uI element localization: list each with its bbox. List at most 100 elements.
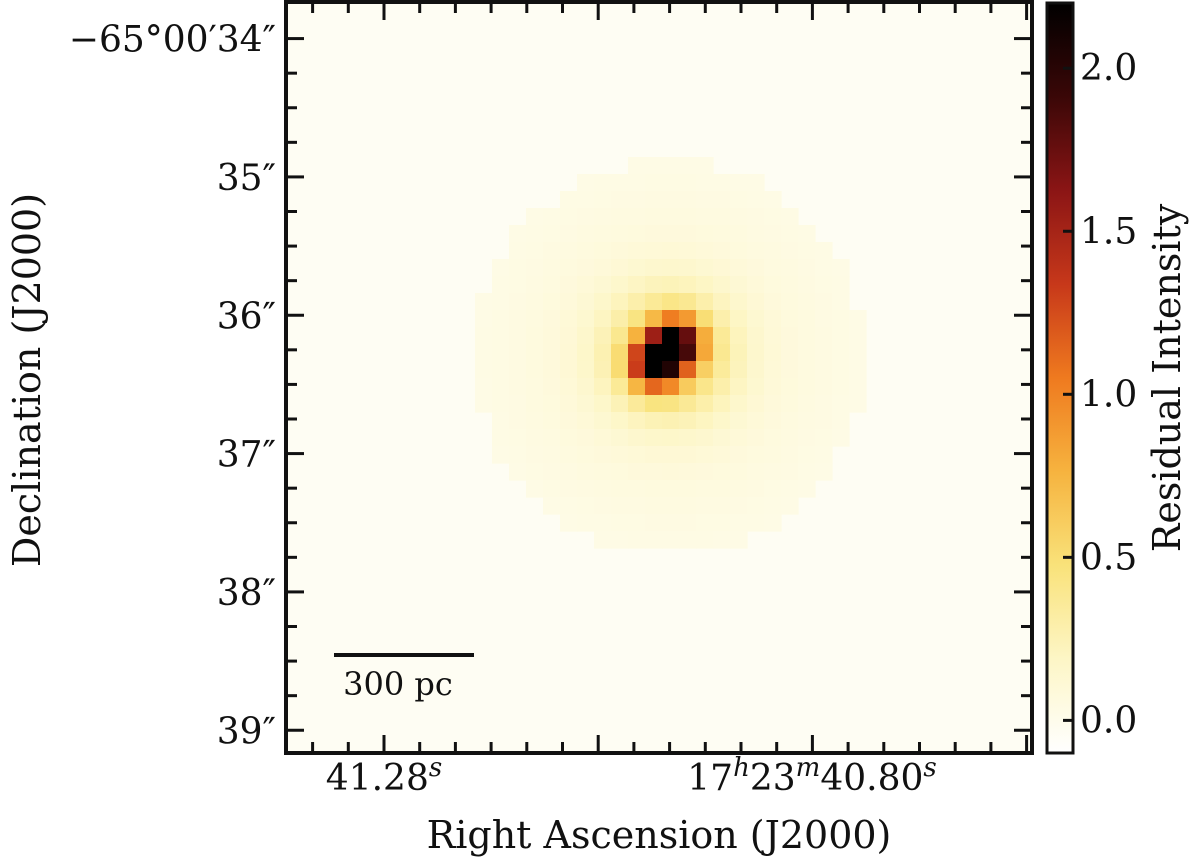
heatmap-cell: [492, 429, 510, 447]
heatmap-cell: [730, 531, 748, 549]
heatmap-cell: [781, 293, 799, 311]
heatmap-cell: [645, 327, 663, 345]
heatmap-cell: [611, 446, 629, 464]
heatmap-cell: [696, 259, 714, 277]
heatmap-cell: [713, 225, 731, 243]
heatmap-cell: [781, 429, 799, 447]
heatmap-cell: [577, 446, 595, 464]
heatmap-cell: [492, 446, 510, 464]
heatmap-cell: [628, 378, 646, 396]
heatmap-cell: [509, 327, 527, 345]
heatmap-cell: [747, 327, 765, 345]
heatmap-cell: [577, 242, 595, 260]
heatmap-cell: [764, 497, 782, 515]
heatmap-cell: [594, 208, 612, 226]
heatmap-cell: [764, 446, 782, 464]
heatmap-cell: [492, 259, 510, 277]
heatmap-cell: [560, 497, 578, 515]
heatmap-cell: [594, 242, 612, 260]
heatmap-cell: [509, 293, 527, 311]
heatmap-cell: [543, 429, 561, 447]
heatmap-cell: [594, 276, 612, 294]
heatmap-cell: [730, 446, 748, 464]
heatmap-cell: [713, 259, 731, 277]
colorbar-tick-label: 0.0: [1080, 700, 1137, 741]
heatmap-cell: [560, 327, 578, 345]
heatmap-cell: [662, 225, 680, 243]
heatmap-cell: [645, 361, 663, 379]
heatmap-cell: [526, 412, 544, 430]
heatmap-cell: [611, 497, 629, 515]
heatmap-cell: [730, 259, 748, 277]
heatmap-cell: [679, 310, 697, 328]
heatmap-cell: [781, 327, 799, 345]
heatmap-cell: [628, 446, 646, 464]
heatmap-cell: [781, 378, 799, 396]
heatmap-cell: [611, 208, 629, 226]
heatmap-cell: [696, 174, 714, 192]
heatmap-cell: [662, 531, 680, 549]
heatmap-cell: [764, 327, 782, 345]
heatmap-cell: [713, 531, 731, 549]
heatmap-cell: [594, 225, 612, 243]
heatmap-cell: [526, 480, 544, 498]
heatmap-cell: [509, 310, 527, 328]
heatmap-cell: [764, 242, 782, 260]
heatmap-cell: [815, 344, 833, 362]
heatmap-cell: [492, 361, 510, 379]
heatmap-cell: [815, 276, 833, 294]
heatmap-cell: [645, 531, 663, 549]
heatmap-cell: [815, 361, 833, 379]
colorbar-tick-label: 1.0: [1080, 374, 1137, 415]
heatmap-cell: [594, 293, 612, 311]
heatmap-cell: [492, 395, 510, 413]
plot-ticks: [288, 4, 1030, 751]
colorbar-tick-label: 2.0: [1080, 48, 1137, 89]
heatmap-cell: [594, 531, 612, 549]
heatmap-cell: [849, 361, 867, 379]
heatmap-cell: [696, 225, 714, 243]
heatmap-cell: [543, 310, 561, 328]
heatmap-cell: [764, 191, 782, 209]
heatmap-cell: [713, 276, 731, 294]
heatmap-cell: [798, 293, 816, 311]
heatmap-cell: [526, 429, 544, 447]
scale-bar-label: 300 pc: [343, 665, 453, 703]
heatmap-cell: [764, 208, 782, 226]
heatmap-cell: [798, 412, 816, 430]
heatmap-cell: [628, 344, 646, 362]
heatmap-cell: [594, 514, 612, 532]
heatmap-cell: [509, 429, 527, 447]
heatmap-cell: [492, 378, 510, 396]
heatmap-cell: [526, 327, 544, 345]
heatmap-cell: [730, 276, 748, 294]
heatmap-cell: [611, 412, 629, 430]
heatmap-cell: [611, 327, 629, 345]
heatmap-cell: [560, 225, 578, 243]
heatmap-cell: [662, 446, 680, 464]
heatmap-cell: [475, 395, 493, 413]
heatmap-cell: [713, 446, 731, 464]
heatmap-cell: [764, 276, 782, 294]
heatmap-cell: [832, 395, 850, 413]
heatmap-cell: [798, 446, 816, 464]
heatmap-cell: [645, 429, 663, 447]
heatmap-cell: [526, 208, 544, 226]
heatmap-cell: [645, 208, 663, 226]
heatmap-cell: [509, 378, 527, 396]
heatmap-cell: [645, 446, 663, 464]
heatmap-cell: [747, 310, 765, 328]
heatmap-cell: [747, 429, 765, 447]
heatmap-cell: [560, 293, 578, 311]
heatmap-cell: [628, 191, 646, 209]
heatmap-cell: [781, 225, 799, 243]
heatmap-cell: [713, 208, 731, 226]
heatmap-cell: [560, 429, 578, 447]
heatmap-cell: [611, 225, 629, 243]
heatmap-cell: [594, 446, 612, 464]
heatmap-cell: [781, 242, 799, 260]
heatmap-cell: [577, 463, 595, 481]
heatmap-cell: [611, 480, 629, 498]
heatmap-cell: [679, 208, 697, 226]
y-tick-label: 39″: [217, 711, 276, 752]
